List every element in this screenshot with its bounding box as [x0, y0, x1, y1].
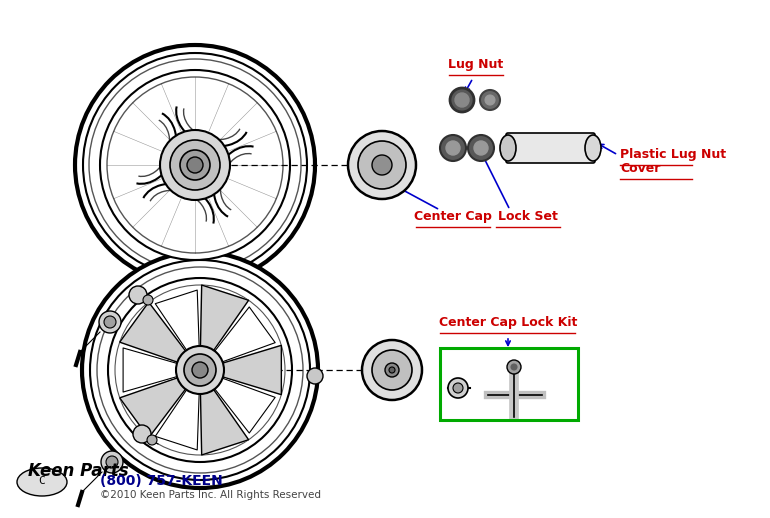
Text: Plastic Lug Nut: Plastic Lug Nut — [620, 148, 726, 161]
Circle shape — [450, 88, 474, 112]
Circle shape — [348, 131, 416, 199]
Circle shape — [170, 140, 220, 190]
Circle shape — [474, 141, 488, 155]
Polygon shape — [200, 285, 249, 354]
Text: C: C — [38, 476, 45, 486]
Circle shape — [160, 130, 230, 200]
Polygon shape — [215, 307, 275, 362]
Circle shape — [440, 135, 466, 161]
Circle shape — [89, 59, 301, 271]
Text: Cover: Cover — [620, 162, 661, 175]
Polygon shape — [156, 390, 199, 450]
Polygon shape — [123, 348, 177, 392]
Text: (800) 757-KEEN: (800) 757-KEEN — [100, 474, 223, 488]
Ellipse shape — [500, 135, 516, 161]
Circle shape — [129, 286, 147, 304]
Text: Center Cap Lock Kit: Center Cap Lock Kit — [439, 316, 578, 329]
FancyBboxPatch shape — [506, 133, 595, 163]
Circle shape — [75, 45, 315, 285]
Circle shape — [82, 252, 318, 488]
Circle shape — [133, 425, 151, 443]
Circle shape — [480, 90, 500, 110]
Polygon shape — [219, 346, 281, 395]
Ellipse shape — [17, 468, 67, 496]
Circle shape — [446, 141, 460, 155]
Text: Center Cap: Center Cap — [414, 210, 492, 223]
Circle shape — [385, 363, 399, 377]
Circle shape — [372, 155, 392, 175]
Circle shape — [448, 378, 468, 398]
Circle shape — [389, 367, 395, 373]
Circle shape — [307, 368, 323, 384]
Polygon shape — [119, 302, 188, 364]
Circle shape — [455, 93, 469, 107]
Circle shape — [176, 346, 224, 394]
Circle shape — [485, 95, 495, 105]
Circle shape — [100, 70, 290, 260]
Bar — [440, 348, 578, 420]
Ellipse shape — [585, 135, 601, 161]
Polygon shape — [200, 386, 249, 455]
Circle shape — [187, 157, 203, 173]
Circle shape — [115, 285, 285, 455]
Circle shape — [90, 260, 310, 480]
Circle shape — [106, 456, 118, 468]
Text: ©2010 Keen Parts Inc. All Rights Reserved: ©2010 Keen Parts Inc. All Rights Reserve… — [100, 490, 321, 500]
Circle shape — [468, 135, 494, 161]
Circle shape — [453, 383, 463, 393]
Circle shape — [147, 435, 157, 445]
Text: Keen Parts: Keen Parts — [28, 462, 129, 480]
Circle shape — [97, 267, 303, 473]
Circle shape — [184, 354, 216, 386]
Circle shape — [372, 350, 412, 390]
Circle shape — [192, 362, 208, 378]
Circle shape — [511, 364, 517, 370]
Polygon shape — [215, 378, 275, 433]
Circle shape — [104, 316, 116, 328]
Circle shape — [362, 340, 422, 400]
Circle shape — [83, 53, 307, 277]
Text: Lug Nut: Lug Nut — [448, 58, 504, 71]
Circle shape — [101, 451, 123, 473]
Polygon shape — [119, 377, 188, 438]
Circle shape — [143, 295, 153, 305]
Circle shape — [358, 141, 406, 189]
Circle shape — [108, 278, 292, 462]
Text: Lock Set: Lock Set — [498, 210, 558, 223]
Circle shape — [507, 360, 521, 374]
Circle shape — [107, 77, 283, 253]
Circle shape — [180, 150, 210, 180]
Circle shape — [99, 311, 121, 333]
Polygon shape — [156, 290, 199, 350]
